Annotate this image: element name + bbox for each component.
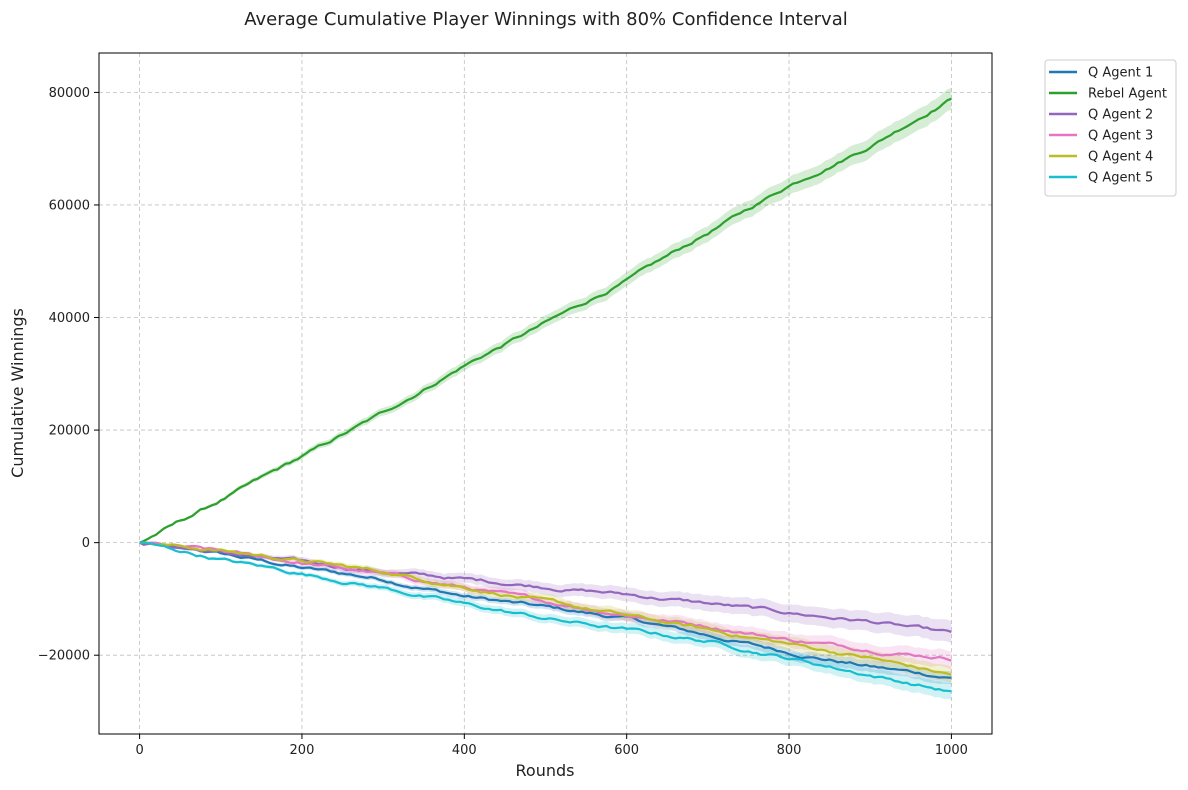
legend-label: Q Agent 3 — [1088, 129, 1153, 144]
y-tick-label: 80000 — [49, 86, 90, 101]
x-axis-label: Rounds — [516, 761, 575, 780]
x-tick-label: 400 — [452, 743, 477, 758]
x-axis-ticks: 0 200 400 600 800 1000 — [135, 734, 968, 758]
legend-label: Q Agent 1 — [1088, 66, 1153, 81]
legend-box — [1044, 59, 1177, 197]
series-lines — [139, 97, 952, 693]
y-tick-label: 60000 — [49, 198, 90, 213]
series-line — [139, 97, 952, 544]
x-tick-label: 200 — [290, 743, 315, 758]
y-axis-label: Cumulative Winnings — [8, 308, 27, 478]
legend-label: Q Agent 5 — [1088, 171, 1153, 186]
y-tick-label: 0 — [82, 536, 90, 551]
confidence-band — [139, 541, 952, 685]
y-tick-label: −20000 — [38, 649, 90, 664]
plot-frame — [98, 52, 993, 735]
confidence-band — [139, 541, 952, 700]
y-axis-ticks: −20000 0 20000 40000 60000 80000 — [38, 86, 99, 664]
y-tick-label: 20000 — [49, 424, 90, 439]
legend: Q Agent 1 Rebel Agent Q Agent 2 Q Agent 3 Q … — [1044, 59, 1177, 197]
legend-label: Q Agent 4 — [1088, 150, 1153, 165]
confidence-band — [139, 87, 952, 544]
y-tick-label: 40000 — [49, 311, 90, 326]
series-line — [139, 541, 952, 679]
legend-label: Rebel Agent — [1088, 87, 1167, 102]
series-line — [139, 541, 952, 693]
chart-title: Average Cumulative Player Winnings with … — [244, 9, 847, 30]
series-line — [139, 541, 952, 676]
legend-label: Q Agent 2 — [1088, 108, 1153, 123]
confidence-band — [139, 541, 952, 643]
x-tick-label: 600 — [614, 743, 639, 758]
x-tick-label: 800 — [777, 743, 802, 758]
x-tick-label: 0 — [135, 743, 143, 758]
x-tick-label: 1000 — [935, 743, 968, 758]
